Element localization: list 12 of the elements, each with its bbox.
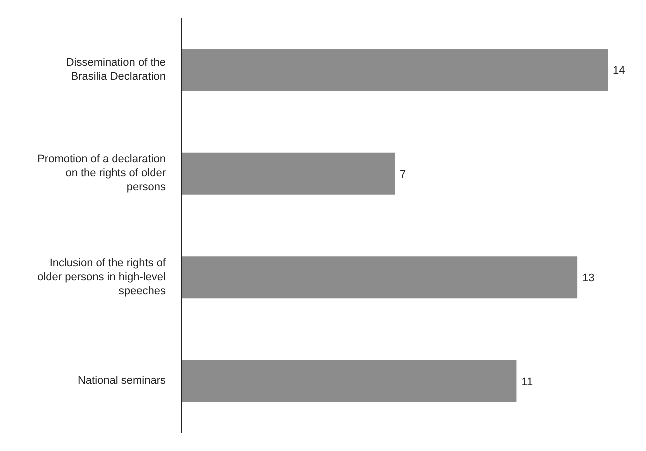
bar bbox=[182, 49, 608, 92]
y-tick-label: Dissemination of the Brasilia Declaration bbox=[66, 56, 166, 83]
data-label: 11 bbox=[522, 376, 534, 388]
bar bbox=[182, 360, 517, 402]
bar bbox=[182, 256, 578, 299]
data-label: 7 bbox=[400, 168, 406, 181]
y-tick-label: National seminars bbox=[78, 375, 166, 388]
bar bbox=[182, 152, 395, 195]
y-tick-label: Promotion of a declaration on the rights of older persons bbox=[38, 154, 166, 194]
data-label: 13 bbox=[582, 272, 595, 285]
y-tick-label: Inclusion of the rights of older persons in high-level speeches bbox=[38, 257, 167, 298]
data-label: 14 bbox=[613, 65, 626, 78]
